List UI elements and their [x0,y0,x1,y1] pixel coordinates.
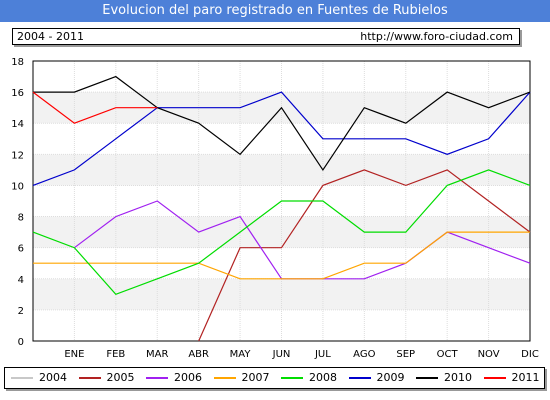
legend-swatch [11,377,33,379]
legend-swatch [213,377,236,379]
y-tick-label: 4 [18,275,24,286]
legend-swatch [281,377,303,379]
y-tick-label: 2 [18,306,24,317]
x-tick-label: MAR [146,349,168,360]
series-line-2010 [33,75,531,171]
legend-swatch [78,377,101,379]
y-tick-label: 14 [11,119,24,130]
legend-label: 2009 [376,371,405,384]
x-tick-label: AGO [353,349,375,360]
y-tick-label: 18 [11,57,24,68]
y-axis-ticks: 0 2 4 6 8 10 12 14 16 18 [11,57,24,348]
legend-label: 2008 [309,371,337,384]
series-line-2009 [32,91,531,186]
series-line-2007 [33,231,530,280]
x-tick-label: DIC [521,349,539,360]
legend-label: 2010 [444,371,472,384]
legend-label: 2006 [174,371,202,384]
legend-swatch [483,377,506,379]
info-box: 2004 - 2011 http://www.foro-ciudad.com [12,28,520,45]
series-line-2005 [198,169,531,342]
x-tick-label: OCT [437,349,459,360]
legend-swatch [416,377,438,379]
series-line-2011 [32,91,158,124]
x-tick-label: JUL [314,349,331,360]
legend-item-2009: 2009 [348,368,413,388]
legend: 2004 2005 2006 2007 2008 2009 2010 2011 [4,367,545,389]
y-tick-label: 16 [11,88,24,99]
x-tick-label: FEB [106,349,125,360]
x-tick-label: ENE [64,349,84,360]
line-chart: 0 2 4 6 8 10 12 14 16 18 ENE FEB MAR ABR MAY JUN JUL AGO… [11,57,539,360]
x-axis-ticks: ENE FEB MAR ABR MAY JUN JUL AGO SEP OCT NOV DIC [64,349,538,360]
x-tick-label: MAY [230,349,252,360]
legend-label: 2005 [106,371,135,384]
plot-frame [32,60,531,342]
source-url: http://www.foro-ciudad.com [360,30,513,43]
legend-swatch [348,377,371,379]
legend-item-2004: 2004 [11,368,75,388]
legend-label: 2007 [241,371,270,384]
legend-item-2006: 2006 [146,368,210,388]
x-tick-label: SEP [396,349,415,360]
chart-title: Evolucion del paro registrado en Fuentes… [0,0,550,22]
legend-label: 2011 [511,371,540,384]
y-tick-label: 10 [11,181,24,192]
period-label: 2004 - 2011 [17,30,84,43]
legend-item-2007: 2007 [213,368,278,388]
y-tick-label: 12 [11,150,24,161]
x-tick-label: ABR [188,349,209,360]
series-lines [32,75,531,342]
y-tick-label: 8 [18,213,24,224]
series-line-2008 [32,169,531,296]
legend-label: 2004 [39,371,67,384]
y-tick-label: 0 [18,337,24,348]
legend-swatch [146,377,168,379]
x-tick-label: NOV [478,349,500,360]
x-tick-label: JUN [272,349,291,360]
legend-item-2011: 2011 [483,368,548,388]
y-tick-label: 6 [18,244,24,255]
legend-item-2005: 2005 [78,368,143,388]
legend-item-2008: 2008 [281,368,345,388]
legend-item-2010: 2010 [416,368,480,388]
